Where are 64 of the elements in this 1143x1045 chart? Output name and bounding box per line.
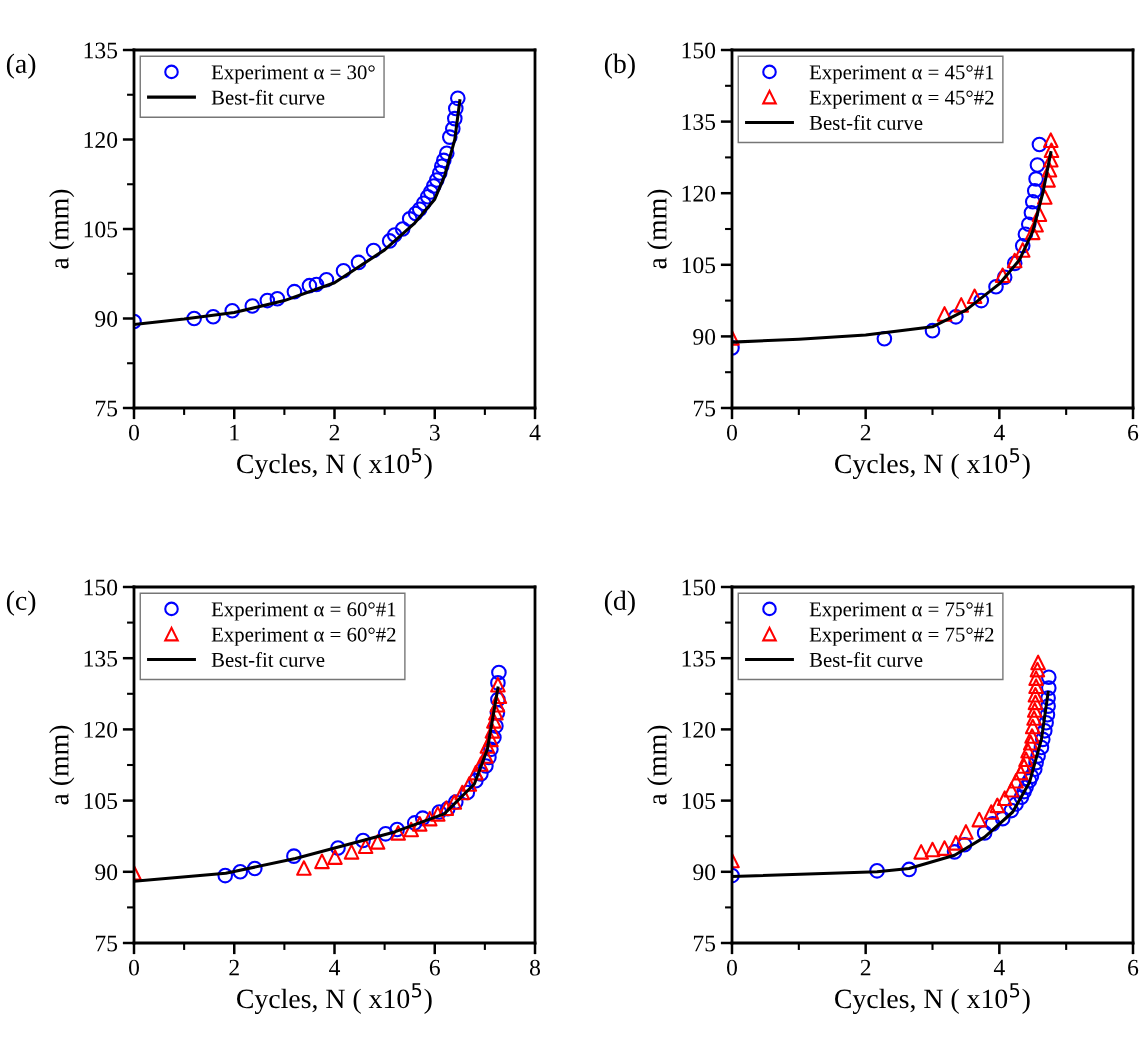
- x-tick-label: 0: [727, 959, 737, 976]
- x-tick-label: 6: [1128, 424, 1139, 441]
- x-tick-label: 4: [329, 959, 341, 976]
- x-tick-label: 2: [860, 959, 871, 976]
- y-tick-label: 90: [95, 864, 118, 881]
- chart-title: (c): [6, 590, 36, 616]
- x-axis-title: Cycles, N ( x10$^{5}$): [835, 448, 1030, 479]
- y-tick-label: 75: [693, 400, 716, 417]
- x-tick-label: 2: [860, 424, 871, 441]
- legend-label: Best-fit curve: [809, 115, 923, 130]
- y-tick-label: 120: [84, 131, 118, 148]
- legend-label: Experiment α = 75°#1: [809, 602, 994, 621]
- x-tick-label: 0: [129, 959, 139, 976]
- y-tick-label: 150: [682, 42, 716, 59]
- legend-label: Experiment α = 45°#1: [809, 65, 994, 84]
- x-tick-label: 0: [129, 424, 139, 441]
- y-tick-label: 105: [84, 793, 118, 810]
- x-tick-label: 3: [429, 424, 440, 441]
- y-tick-label: 90: [693, 328, 716, 345]
- legend-label: Experiment α = 60°#2: [211, 627, 396, 646]
- chart-title: (a): [6, 53, 36, 79]
- x-tick-label: 6: [1128, 959, 1139, 976]
- x-axis-title: Cycles, N ( x10$^{5}$): [237, 983, 432, 1014]
- legend-label: Experiment α = 60°#1: [211, 602, 396, 621]
- x-axis-title: Cycles, N ( x10$^{5}$): [835, 983, 1030, 1014]
- legend-label: Best-fit curve: [211, 652, 325, 667]
- legend-label: Best-fit curve: [809, 652, 923, 667]
- x-tick-label: 2: [229, 959, 239, 976]
- x-tick-label: 4: [993, 959, 1005, 976]
- y-tick-label: 120: [682, 185, 716, 202]
- x-tick-label: 0: [727, 424, 737, 441]
- y-tick-label: 105: [682, 257, 716, 274]
- y-axis-title: a (mm): [49, 725, 75, 805]
- y-axis-title: a (mm): [647, 189, 673, 269]
- x-tick-label: 2: [329, 424, 340, 441]
- y-tick-label: 120: [682, 721, 716, 738]
- y-tick-label: 135: [682, 650, 716, 667]
- x-tick-label: 4: [993, 424, 1005, 441]
- y-tick-label: 75: [95, 935, 118, 952]
- y-tick-label: 135: [682, 114, 716, 131]
- y-tick-label: 105: [682, 793, 716, 810]
- y-tick-label: 105: [84, 221, 118, 238]
- x-tick-label: 8: [530, 959, 540, 976]
- chart-title: (b): [604, 53, 635, 79]
- y-tick-label: 90: [693, 864, 716, 881]
- y-tick-label: 135: [84, 42, 118, 59]
- legend-label: Experiment α = 30°: [211, 65, 375, 84]
- y-tick-label: 150: [682, 579, 716, 596]
- y-tick-label: 75: [693, 935, 716, 952]
- y-axis-title: a (mm): [49, 189, 75, 269]
- y-tick-label: 75: [95, 400, 118, 417]
- x-tick-label: 4: [529, 424, 541, 441]
- y-tick-label: 150: [84, 579, 118, 596]
- y-tick-label: 120: [84, 721, 118, 738]
- chart-title: (d): [604, 590, 635, 616]
- y-tick-label: 90: [95, 310, 118, 327]
- legend-label: Experiment α = 45°#2: [809, 90, 994, 109]
- x-axis-title: Cycles, N ( x10$^{5}$): [237, 448, 432, 479]
- x-tick-label: 1: [230, 424, 239, 441]
- y-tick-label: 135: [84, 650, 118, 667]
- y-axis-title: a (mm): [647, 725, 673, 805]
- x-tick-label: 6: [429, 959, 440, 976]
- legend-label: Experiment α = 75°#2: [809, 627, 994, 646]
- legend-label: Best-fit curve: [211, 89, 325, 105]
